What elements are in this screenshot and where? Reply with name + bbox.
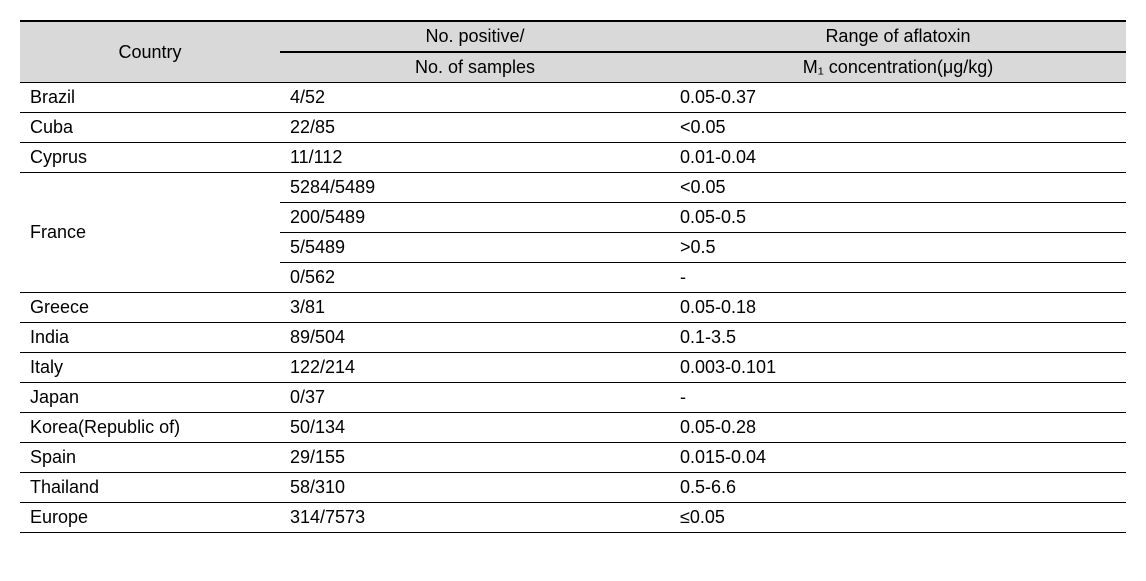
cell-ratio: 5284/5489: [280, 173, 670, 203]
table-row: Cuba22/85<0.05: [20, 113, 1126, 143]
cell-ratio: 22/85: [280, 113, 670, 143]
cell-range: 0.5-6.6: [670, 473, 1126, 503]
cell-ratio: 314/7573: [280, 503, 670, 533]
cell-range: 0.05-0.28: [670, 413, 1126, 443]
cell-country: Spain: [20, 443, 280, 473]
cell-range: 0.05-0.37: [670, 83, 1126, 113]
table-row: India89/5040.1-3.5: [20, 323, 1126, 353]
table-row: Brazil4/520.05-0.37: [20, 83, 1126, 113]
cell-ratio: 0/37: [280, 383, 670, 413]
cell-country: Thailand: [20, 473, 280, 503]
cell-ratio: 11/112: [280, 143, 670, 173]
table-row: Korea(Republic of)50/1340.05-0.28: [20, 413, 1126, 443]
table-row: Greece3/810.05-0.18: [20, 293, 1126, 323]
cell-country: Cyprus: [20, 143, 280, 173]
cell-range: 0.015-0.04: [670, 443, 1126, 473]
cell-ratio: 0/562: [280, 263, 670, 293]
header-range-line1: Range of aflatoxin: [670, 21, 1126, 52]
cell-range: ≤0.05: [670, 503, 1126, 533]
cell-range: 0.01-0.04: [670, 143, 1126, 173]
table-row: Europe314/7573≤0.05: [20, 503, 1126, 533]
cell-country: Korea(Republic of): [20, 413, 280, 443]
header-ratio-line2: No. of samples: [280, 52, 670, 83]
cell-country: Greece: [20, 293, 280, 323]
cell-ratio: 122/214: [280, 353, 670, 383]
cell-ratio: 3/81: [280, 293, 670, 323]
aflatoxin-table: Country No. positive/ Range of aflatoxin…: [20, 20, 1126, 533]
cell-ratio: 5/5489: [280, 233, 670, 263]
cell-ratio: 50/134: [280, 413, 670, 443]
cell-country: Cuba: [20, 113, 280, 143]
cell-ratio: 89/504: [280, 323, 670, 353]
table-row: France5284/5489<0.05: [20, 173, 1126, 203]
table-body: Brazil4/520.05-0.37Cuba22/85<0.05Cyprus1…: [20, 83, 1126, 533]
cell-ratio: 200/5489: [280, 203, 670, 233]
cell-ratio: 29/155: [280, 443, 670, 473]
cell-country: Brazil: [20, 83, 280, 113]
cell-range: 0.05-0.5: [670, 203, 1126, 233]
table-row: Spain29/1550.015-0.04: [20, 443, 1126, 473]
cell-range: 0.1-3.5: [670, 323, 1126, 353]
cell-range: >0.5: [670, 233, 1126, 263]
table-row: Japan0/37-: [20, 383, 1126, 413]
cell-range: 0.05-0.18: [670, 293, 1126, 323]
table-row: Thailand58/3100.5-6.6: [20, 473, 1126, 503]
cell-range: <0.05: [670, 113, 1126, 143]
header-range-line2: M₁ concentration(μg/kg): [670, 52, 1126, 83]
cell-range: -: [670, 383, 1126, 413]
cell-country: Italy: [20, 353, 280, 383]
cell-country: France: [20, 173, 280, 293]
cell-country: Europe: [20, 503, 280, 533]
cell-ratio: 4/52: [280, 83, 670, 113]
table-row: Italy122/2140.003-0.101: [20, 353, 1126, 383]
table-row: Cyprus11/1120.01-0.04: [20, 143, 1126, 173]
header-country: Country: [20, 21, 280, 83]
cell-range: -: [670, 263, 1126, 293]
cell-country: Japan: [20, 383, 280, 413]
table-header: Country No. positive/ Range of aflatoxin…: [20, 21, 1126, 83]
header-ratio-line1: No. positive/: [280, 21, 670, 52]
cell-ratio: 58/310: [280, 473, 670, 503]
cell-range: 0.003-0.101: [670, 353, 1126, 383]
cell-range: <0.05: [670, 173, 1126, 203]
cell-country: India: [20, 323, 280, 353]
